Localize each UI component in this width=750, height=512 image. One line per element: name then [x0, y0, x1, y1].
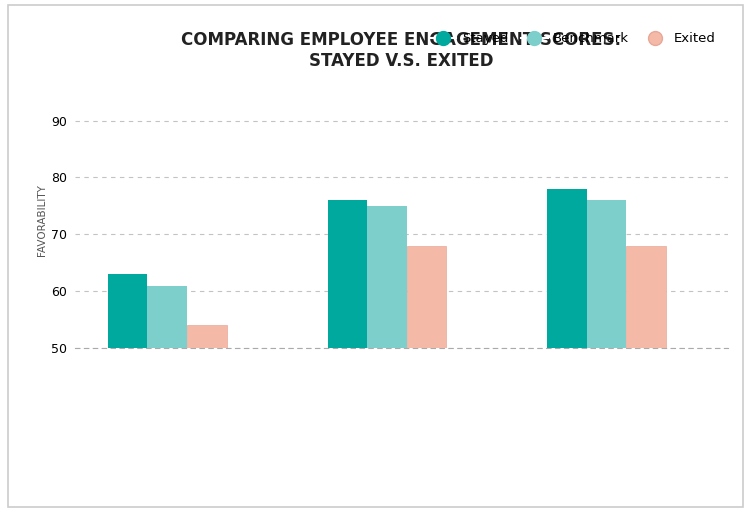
Bar [548, 189, 587, 512]
Bar [187, 326, 226, 512]
Bar [406, 246, 446, 512]
Bar [587, 200, 626, 512]
Y-axis label: FAVORABILITY: FAVORABILITY [38, 184, 47, 256]
Bar [148, 286, 187, 512]
Legend: Stayed, Benchmark, Exited: Stayed, Benchmark, Exited [424, 27, 721, 51]
Bar [368, 206, 407, 512]
Bar [108, 274, 148, 512]
Bar [626, 246, 666, 512]
Bar [328, 200, 368, 512]
Title: COMPARING EMPLOYEE ENGAGEMENT SCORES:
STAYED V.S. EXITED: COMPARING EMPLOYEE ENGAGEMENT SCORES: ST… [182, 31, 621, 70]
